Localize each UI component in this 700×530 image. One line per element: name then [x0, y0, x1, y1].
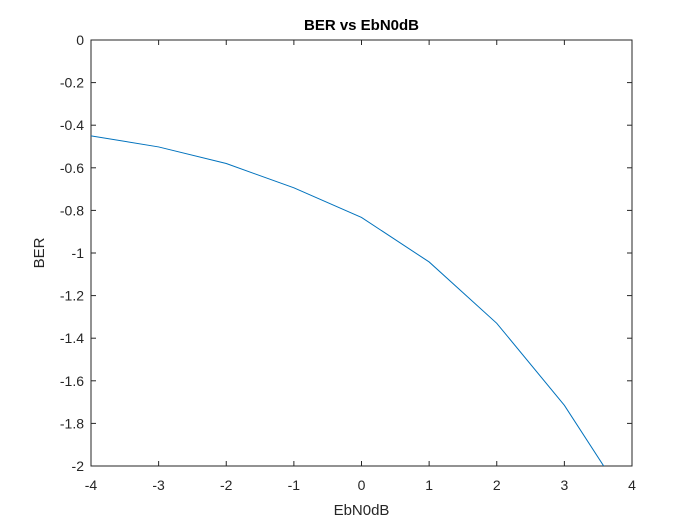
x-tick-label: -2 — [220, 477, 233, 493]
x-tick-label: 0 — [358, 477, 366, 493]
y-tick-label: -0.2 — [60, 75, 84, 91]
y-tick-label: -1.4 — [60, 330, 84, 346]
y-ticks: 0 -0.2 -0.4 -0.6 -0.8 -1 -1.2 -1.4 -1.6 -1.8 -2 — [60, 32, 632, 474]
x-tick-label: 4 — [628, 477, 636, 493]
y-tick-label: -0.8 — [60, 202, 84, 218]
x-ticks: -4 -3 -2 -1 0 1 2 3 4 — [85, 40, 636, 493]
y-tick-label: -1.6 — [60, 373, 84, 389]
y-tick-label: -0.4 — [60, 117, 84, 133]
plot-area — [90, 39, 633, 467]
x-axis-label: EbN0dB — [334, 502, 390, 519]
y-tick-label: -2 — [72, 458, 85, 474]
x-tick-label: 3 — [560, 477, 568, 493]
series-layer — [91, 135, 605, 466]
x-tick-label: -4 — [85, 477, 98, 493]
series-line — [91, 135, 605, 466]
x-tick-label: -3 — [152, 477, 165, 493]
chart-title: BER vs EbN0dB — [304, 17, 419, 34]
y-axis-label: BER — [31, 237, 48, 268]
y-tick-label: -1.8 — [60, 415, 84, 431]
x-tick-label: 2 — [493, 477, 501, 493]
y-tick-label: -1.2 — [60, 288, 84, 304]
y-tick-label: -1 — [72, 245, 85, 261]
y-tick-label: -0.6 — [60, 160, 84, 176]
y-tick-label: 0 — [76, 32, 84, 48]
x-tick-label: -1 — [288, 477, 301, 493]
x-tick-label: 1 — [425, 477, 433, 493]
